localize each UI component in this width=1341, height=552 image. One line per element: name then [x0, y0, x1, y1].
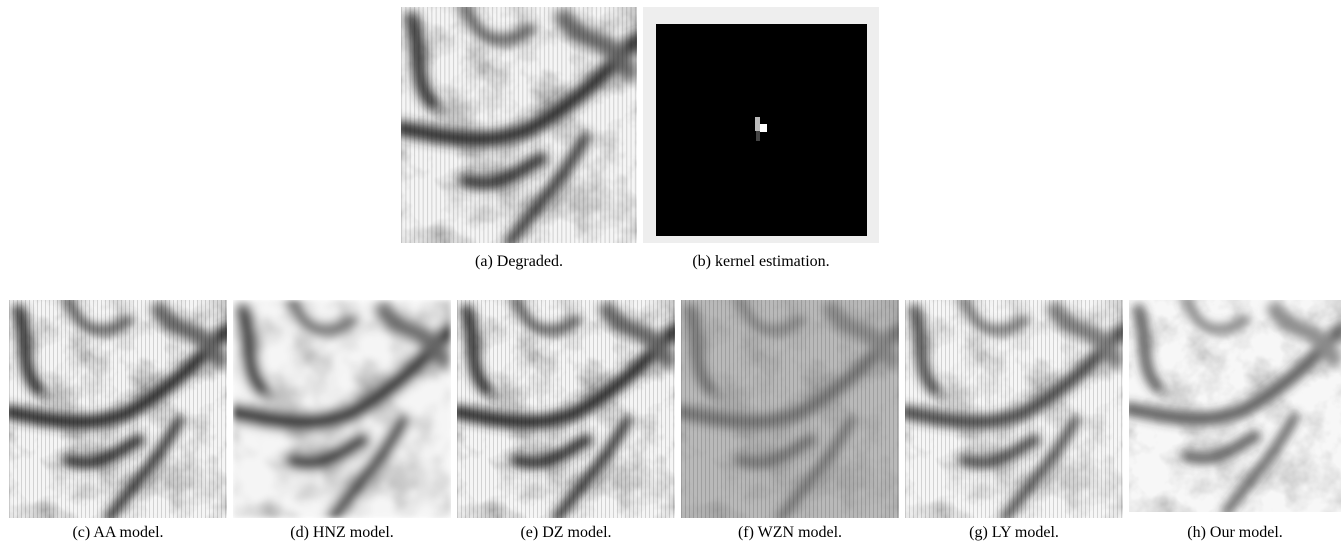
panel-caption: (a) Degraded.: [475, 253, 563, 270]
stripe-artifacts: [457, 300, 675, 518]
panel-caption: (e) DZ model.: [520, 524, 611, 541]
figure-panel: [9, 300, 227, 518]
highlight: [1129, 300, 1341, 512]
panel-image: [401, 7, 637, 243]
kernel-blob: [760, 124, 767, 132]
panel-caption: (c) AA model.: [72, 524, 163, 541]
panel-caption: (g) LY model.: [969, 524, 1059, 541]
figure-panel: [401, 7, 637, 243]
stripe-artifacts: [401, 7, 637, 243]
panel-caption: (h) Our model.: [1187, 524, 1283, 541]
figure-panel: [681, 300, 899, 518]
panel-image: [681, 300, 899, 518]
panel-image: [457, 300, 675, 518]
panel-caption: (d) HNZ model.: [290, 524, 394, 541]
figure-panel: [1129, 300, 1341, 512]
stripe-artifacts: [905, 300, 1123, 518]
stripe-artifacts: [9, 300, 227, 518]
stripe-artifacts: [681, 300, 899, 518]
figure-panel: [457, 300, 675, 518]
figure-panel: [905, 300, 1123, 518]
panel-image: [233, 300, 451, 518]
panel-image: [905, 300, 1123, 518]
kernel-blob: [756, 131, 760, 141]
terrain-texture: [233, 300, 451, 518]
figure-panel: [643, 7, 879, 243]
panel-caption: (b) kernel estimation.: [692, 253, 829, 270]
kernel-blob: [755, 117, 760, 131]
panel-caption: (f) WZN model.: [738, 524, 842, 541]
figure-panel: [233, 300, 451, 518]
page: (a) Degraded. (b) kernel estimation. (c) A…: [0, 0, 1341, 547]
panel-image: [1129, 300, 1341, 512]
panel-image: [9, 300, 227, 518]
figure: (a) Degraded. (b) kernel estimation. (c) A…: [0, 0, 1341, 547]
